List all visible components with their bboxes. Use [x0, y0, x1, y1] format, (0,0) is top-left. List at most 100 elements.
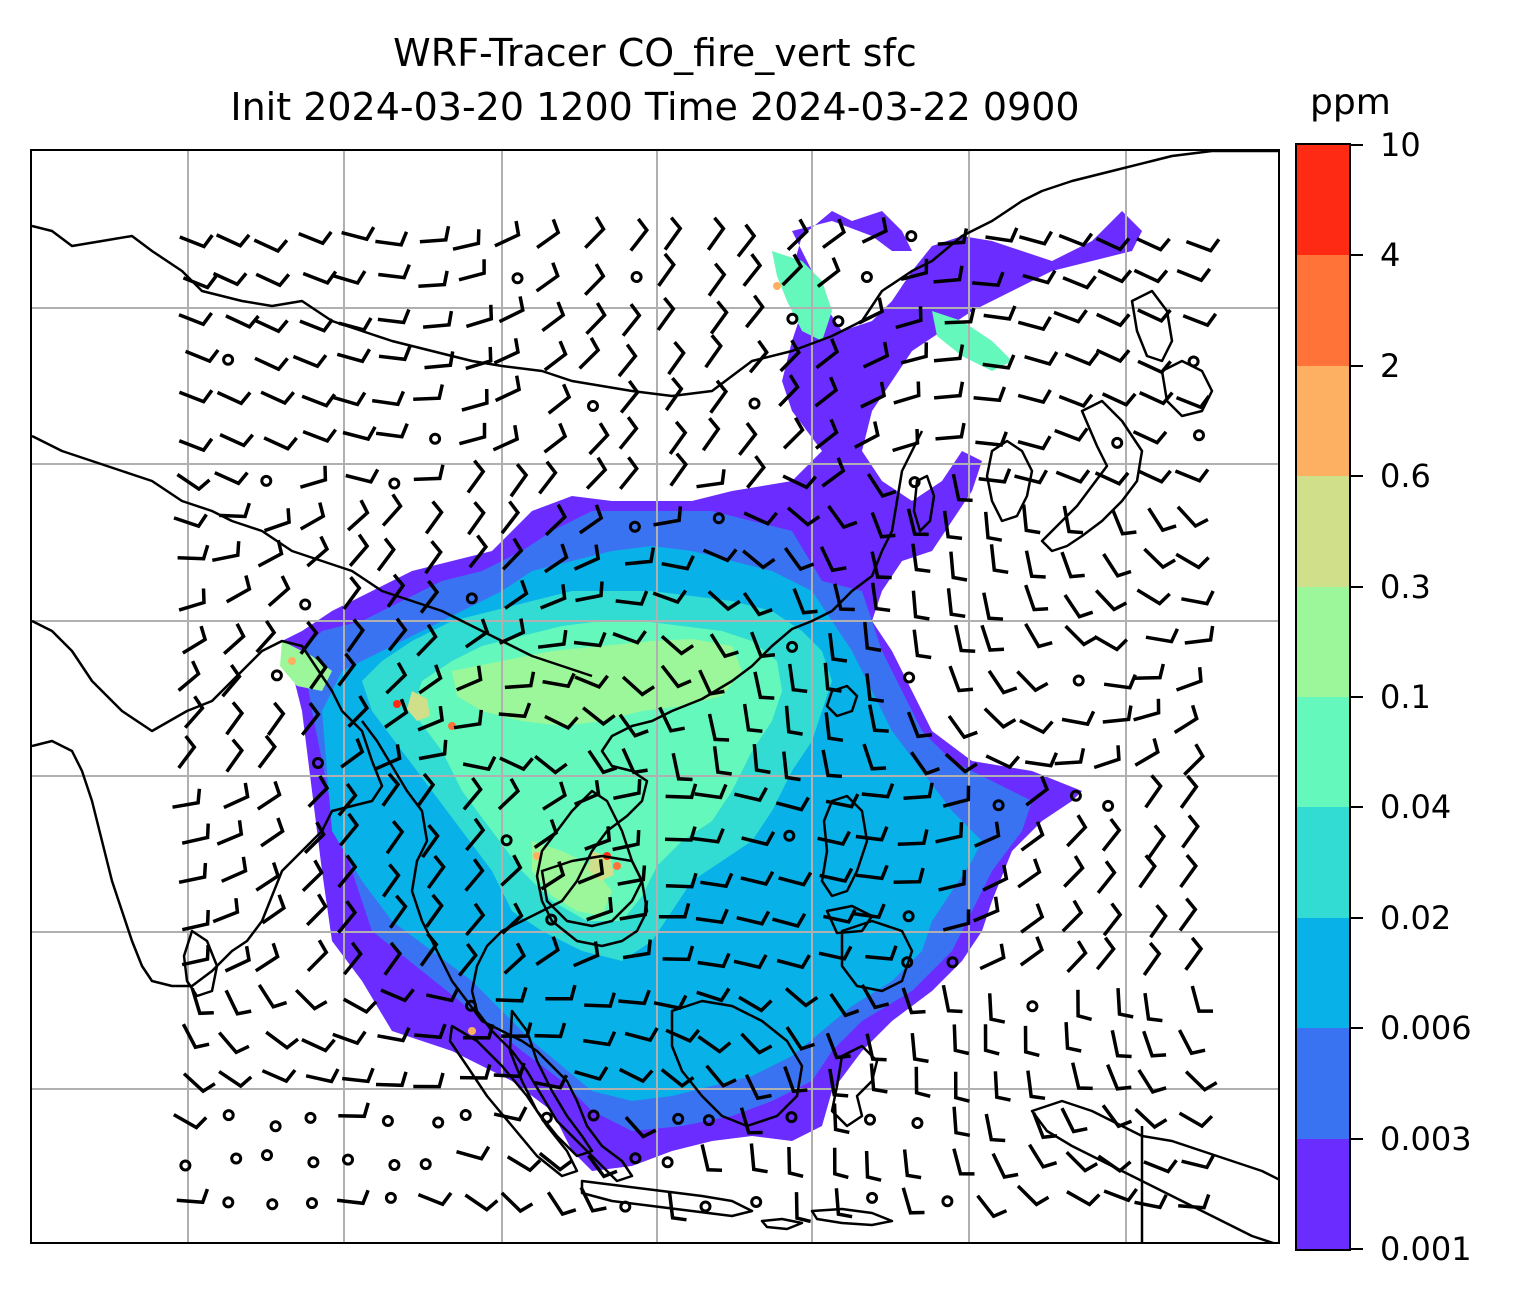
wind-barb: [457, 942, 478, 977]
calm-wind-circle: [1102, 799, 1115, 812]
wind-barb: [418, 664, 443, 695]
wind-barb: [467, 501, 486, 536]
wind-barb: [1063, 594, 1094, 619]
wind-barb: [753, 671, 775, 700]
wind-barb: [1054, 427, 1089, 442]
wind-barb: [456, 1145, 491, 1161]
wind-barb: [866, 473, 897, 498]
wind-barb: [337, 900, 358, 934]
wind-barb: [419, 225, 451, 244]
wind-barb: [942, 785, 971, 808]
wind-barb: [541, 301, 566, 332]
calm-wind-circle: [908, 476, 921, 489]
wind-barb: [1137, 469, 1172, 484]
wind-barb: [700, 872, 734, 889]
wind-barb: [1143, 1159, 1178, 1174]
indochina-gulf: [535, 789, 649, 948]
wind-barb: [309, 655, 328, 690]
tracer-contour-band: [407, 691, 430, 721]
wind-barb: [1136, 237, 1171, 252]
wind-barb: [903, 782, 934, 800]
calm-wind-circle: [941, 1195, 954, 1208]
wind-barb: [1014, 469, 1049, 485]
calm-wind-circle: [261, 1149, 273, 1162]
wind-barb: [951, 473, 973, 503]
wind-barb: [663, 216, 683, 251]
colorbar-tick: [1351, 806, 1363, 809]
wind-barb: [495, 986, 528, 1003]
colorbar-tick-label: 0.6: [1380, 457, 1431, 496]
wind-barb: [346, 618, 366, 653]
wind-barb: [254, 356, 289, 372]
wind-barb: [339, 812, 360, 847]
calm-wind-circle: [304, 1111, 317, 1124]
wind-barb: [453, 709, 484, 730]
wind-barb: [794, 1192, 812, 1224]
wind-barb: [299, 465, 328, 489]
wind-barb: [254, 942, 280, 973]
wind-barb: [832, 1147, 849, 1180]
wind-barb: [619, 900, 649, 921]
wind-barb: [1136, 588, 1171, 606]
wind-barb: [1062, 505, 1084, 535]
wind-barb: [292, 354, 328, 369]
wind-barbs: [172, 216, 1221, 1224]
wind-barb: [985, 754, 1021, 770]
calm-wind-circle: [903, 671, 916, 684]
wind-barb: [190, 987, 214, 1016]
wind-barb: [546, 1191, 577, 1217]
wind-barb: [573, 941, 600, 968]
colorbar-segment: [1297, 696, 1349, 808]
wind-barb: [222, 623, 246, 656]
wind-barb: [1095, 312, 1131, 328]
wind-barb: [417, 1191, 453, 1207]
wind-barb: [181, 909, 210, 932]
colorbar-segment: [1297, 917, 1349, 1029]
wind-barb: [665, 1028, 701, 1044]
wind-barb: [456, 665, 483, 692]
wind-barb: [302, 428, 338, 444]
wind-barb: [303, 821, 326, 854]
wind-barb: [582, 706, 616, 727]
wind-barb: [624, 1027, 659, 1043]
calm-wind-circle: [902, 910, 915, 923]
colorbar-tick-label: 4: [1380, 236, 1401, 275]
wind-barb: [257, 539, 284, 568]
wind-barb: [978, 468, 1012, 484]
wind-barb: [337, 782, 358, 817]
wind-barb: [225, 738, 245, 773]
wind-barb: [853, 421, 880, 449]
wind-barb: [536, 218, 561, 250]
wind-barb: [825, 1032, 851, 1060]
wind-barb: [583, 263, 606, 296]
wind-barb: [783, 546, 815, 572]
calm-wind-circle: [661, 1156, 674, 1169]
wind-barb: [1177, 1029, 1206, 1056]
map-canvas: [32, 151, 1278, 1242]
wind-barb: [578, 337, 601, 370]
calm-wind-circle: [587, 400, 599, 412]
calm-wind-circle: [672, 1112, 685, 1125]
wind-barb: [265, 1030, 300, 1050]
wind-barb: [260, 390, 296, 406]
wind-barb: [538, 460, 558, 495]
wind-barb: [257, 734, 277, 769]
wind-barb: [933, 344, 965, 363]
wind-barb: [342, 997, 378, 1014]
wind-barb: [1178, 1111, 1214, 1129]
wind-barb: [1102, 553, 1132, 578]
colorbar-tick-label: 0.02: [1380, 898, 1452, 937]
colorbar: [1295, 143, 1351, 1251]
wind-barb: [935, 422, 966, 441]
wind-barb: [624, 547, 656, 566]
wind-barb: [255, 272, 291, 288]
philippines-visayas: [825, 904, 874, 935]
colorbar-segment: [1297, 476, 1349, 587]
tracer-contour-band: [532, 841, 612, 916]
wind-barb: [993, 1071, 1011, 1102]
wind-barb: [814, 418, 839, 450]
calm-wind-circle: [388, 477, 401, 490]
calm-wind-circle: [786, 640, 799, 653]
wind-barb: [864, 1150, 882, 1182]
wind-barb: [461, 388, 489, 412]
